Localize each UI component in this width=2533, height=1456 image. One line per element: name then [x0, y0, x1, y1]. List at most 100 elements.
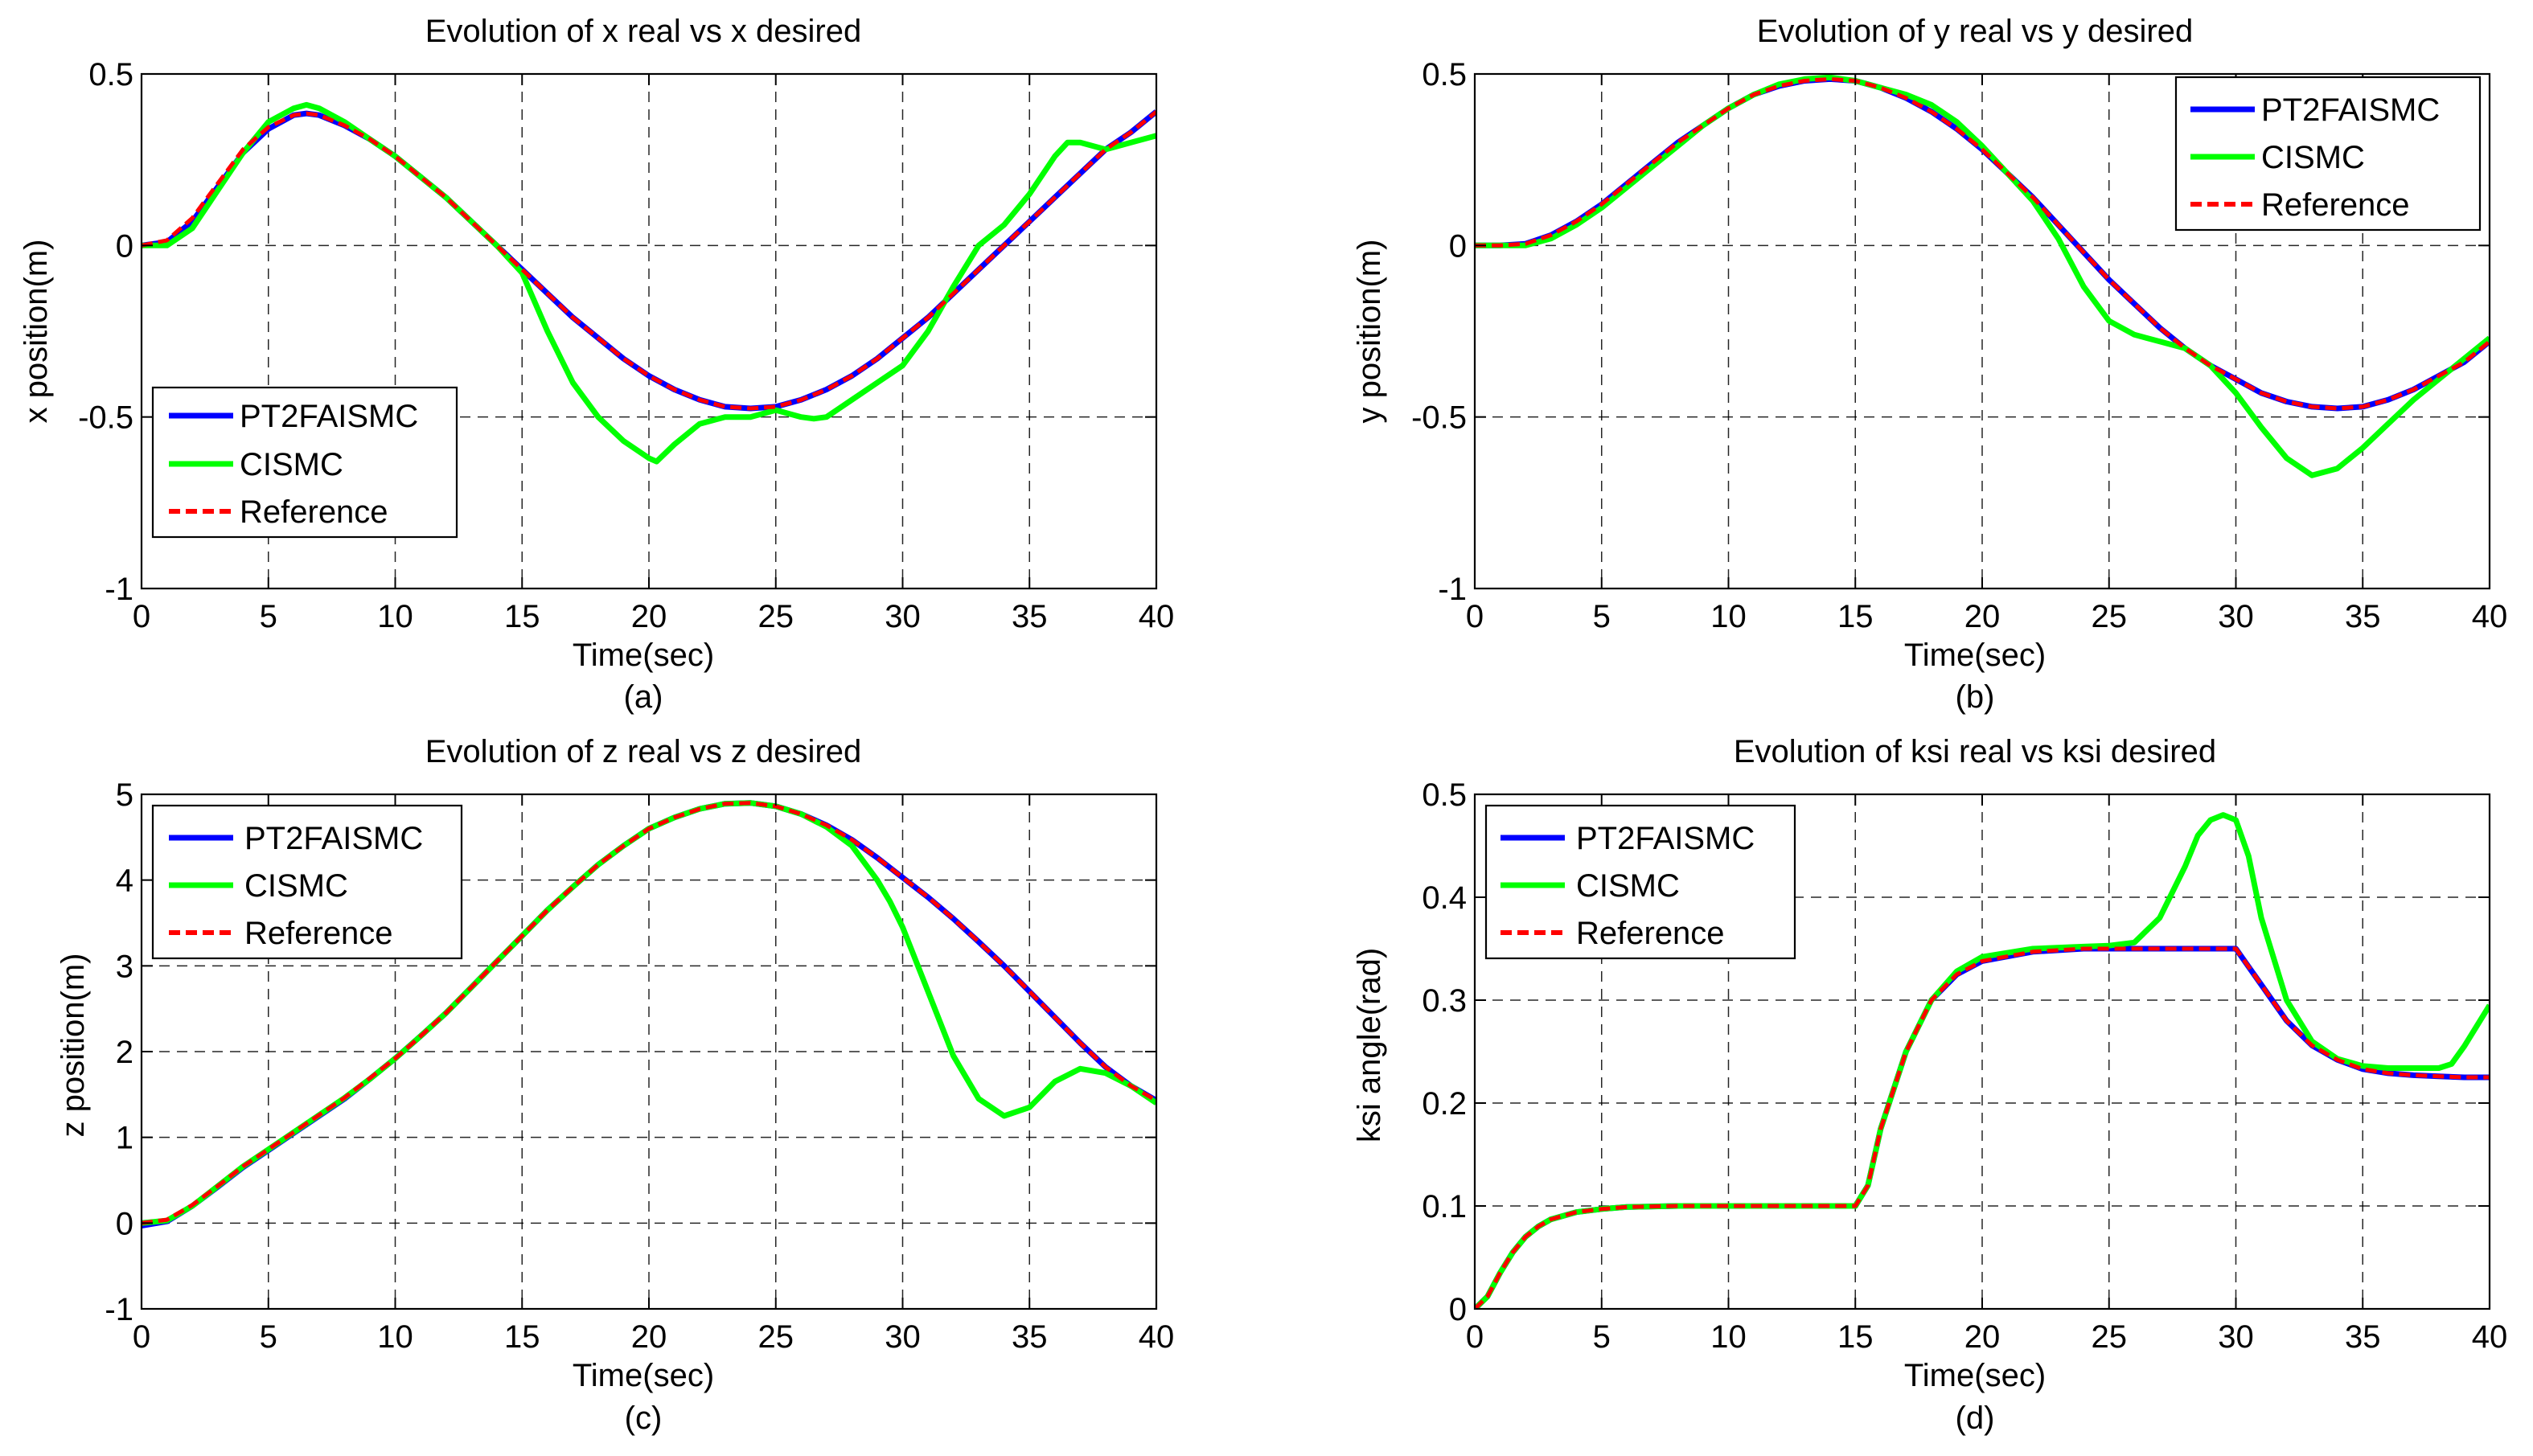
y-tick-label: -1	[105, 1292, 133, 1327]
x-tick-label: 20	[1964, 1319, 2001, 1355]
y-tick-label: 0.4	[1422, 880, 1467, 916]
x-axis-label: Time(sec)	[573, 638, 714, 673]
y-tick-label: 0.3	[1422, 983, 1467, 1019]
legend-label-pt2faismc: PT2FAISMC	[244, 821, 423, 856]
y-tick-label: 0.5	[1422, 777, 1467, 813]
subplot-caption: (d)	[1956, 1401, 1995, 1436]
y-tick-label: 3	[116, 949, 133, 984]
x-tick-label: 5	[1593, 599, 1611, 634]
x-tick-label: 25	[2092, 599, 2128, 634]
plot-area: 0 5 10 15 20 25 30 35 40 -1 -0.5 0 0.5	[1411, 57, 2507, 634]
x-tick-label: 40	[2472, 599, 2508, 634]
legend-label-cismc: CISMC	[240, 447, 343, 482]
series-line-cismc	[142, 101, 1156, 465]
subplot-d: Evolution of ksi real vs ksi desired Tim…	[1352, 734, 2507, 1436]
x-tick-label: 20	[631, 1319, 667, 1355]
x-tick-label: 35	[2345, 599, 2381, 634]
x-tick-label: 10	[377, 599, 413, 634]
y-tick-label: 0	[1449, 228, 1467, 264]
x-tick-label: 5	[260, 599, 277, 634]
y-axis-label: ksi angle(rad)	[1352, 948, 1387, 1142]
x-tick-label: 20	[1964, 599, 2001, 634]
y-tick-label: 0.2	[1422, 1086, 1467, 1122]
legend: PT2FAISMC CISMC Reference	[151, 804, 463, 960]
subplot-b: Evolution of y real vs y desired Time(se…	[1352, 14, 2507, 715]
y-tick-label: 1	[116, 1121, 133, 1156]
plot-title: Evolution of x real vs x desired	[425, 14, 861, 49]
y-tick-label: 5	[116, 777, 133, 813]
subplot-caption: (b)	[1956, 679, 1995, 715]
legend-label-pt2faismc: PT2FAISMC	[1576, 821, 1755, 856]
y-axis-label: y position(m)	[1352, 240, 1387, 424]
x-tick-label: 20	[631, 599, 667, 634]
y-axis-label: z position(m)	[55, 954, 91, 1138]
plot-title: Evolution of z real vs z desired	[425, 734, 861, 769]
y-tick-label: -0.5	[1411, 400, 1467, 436]
x-tick-label: 35	[1012, 599, 1048, 634]
plot-title: Evolution of y real vs y desired	[1757, 14, 2193, 49]
x-axis-label: Time(sec)	[1904, 1358, 2046, 1393]
legend-label-cismc: CISMC	[244, 868, 348, 904]
x-axis-label: Time(sec)	[1904, 638, 2046, 673]
series-line-reference	[1475, 946, 2490, 1309]
x-tick-label: 5	[1593, 1319, 1611, 1355]
x-tick-label: 40	[1139, 1319, 1175, 1355]
y-tick-label: 2	[116, 1035, 133, 1070]
y-tick-label: 0.5	[1422, 57, 1467, 92]
x-tick-label: 10	[1710, 599, 1747, 634]
x-tick-label: 0	[133, 1319, 150, 1355]
series-line-cismc	[1475, 74, 2490, 478]
x-tick-label: 15	[1837, 599, 1874, 634]
legend-label-cismc: CISMC	[2261, 140, 2365, 175]
x-tick-label: 40	[1139, 599, 1175, 634]
y-tick-label: 0	[116, 228, 133, 264]
x-tick-label: 15	[504, 1319, 540, 1355]
plot-area: 0 5 10 15 20 25 30 35 40 -1 -0.5 0 0.5	[78, 57, 1174, 634]
x-tick-label: 30	[885, 599, 921, 634]
y-tick-label: -1	[1438, 572, 1467, 607]
legend-label-reference: Reference	[1576, 916, 1725, 951]
legend-label-reference: Reference	[2261, 187, 2410, 223]
x-tick-label: 5	[260, 1319, 277, 1355]
series-line-cismc	[1475, 812, 2490, 1309]
y-tick-label: 0.1	[1422, 1189, 1467, 1224]
y-tick-label: -0.5	[78, 400, 133, 436]
y-tick-label: -1	[105, 572, 133, 607]
y-tick-label: 0.5	[88, 57, 133, 92]
x-tick-label: 25	[2092, 1319, 2128, 1355]
legend: PT2FAISMC CISMC Reference	[151, 386, 458, 539]
legend-label-pt2faismc: PT2FAISMC	[2261, 92, 2440, 128]
subplot-caption: (c)	[625, 1401, 663, 1436]
x-tick-label: 35	[2345, 1319, 2381, 1355]
x-tick-label: 0	[133, 599, 150, 634]
legend: PT2FAISMC CISMC Reference	[2174, 76, 2482, 232]
x-tick-label: 0	[1466, 599, 1484, 634]
x-tick-label: 0	[1466, 1319, 1484, 1355]
legend-label-reference: Reference	[244, 916, 393, 951]
x-tick-label: 10	[1710, 1319, 1747, 1355]
legend: PT2FAISMC CISMC Reference	[1484, 804, 1796, 960]
series-line-reference	[1475, 76, 2490, 411]
x-tick-label: 15	[504, 599, 540, 634]
legend-label-reference: Reference	[240, 494, 388, 530]
y-tick-label: 0	[116, 1206, 133, 1241]
legend-label-pt2faismc: PT2FAISMC	[240, 399, 418, 434]
x-tick-label: 40	[2472, 1319, 2508, 1355]
series-line-pt2faismc	[142, 109, 1156, 412]
y-axis-label: x position(m)	[18, 240, 54, 424]
series-line-reference	[142, 801, 1156, 1225]
x-axis-label: Time(sec)	[573, 1358, 714, 1393]
legend-label-cismc: CISMC	[1576, 868, 1680, 904]
subplot-a: Evolution of x real vs x desired Time(se…	[18, 14, 1174, 715]
x-tick-label: 25	[758, 1319, 794, 1355]
x-tick-label: 30	[885, 1319, 921, 1355]
plot-title: Evolution of ksi real vs ksi desired	[1734, 734, 2216, 769]
subplot-caption: (a)	[624, 679, 663, 715]
x-tick-label: 25	[758, 599, 794, 634]
x-tick-label: 30	[2218, 1319, 2254, 1355]
x-tick-label: 15	[1837, 1319, 1874, 1355]
y-tick-label: 0	[1449, 1292, 1467, 1327]
x-tick-label: 30	[2218, 599, 2254, 634]
x-tick-label: 10	[377, 1319, 413, 1355]
